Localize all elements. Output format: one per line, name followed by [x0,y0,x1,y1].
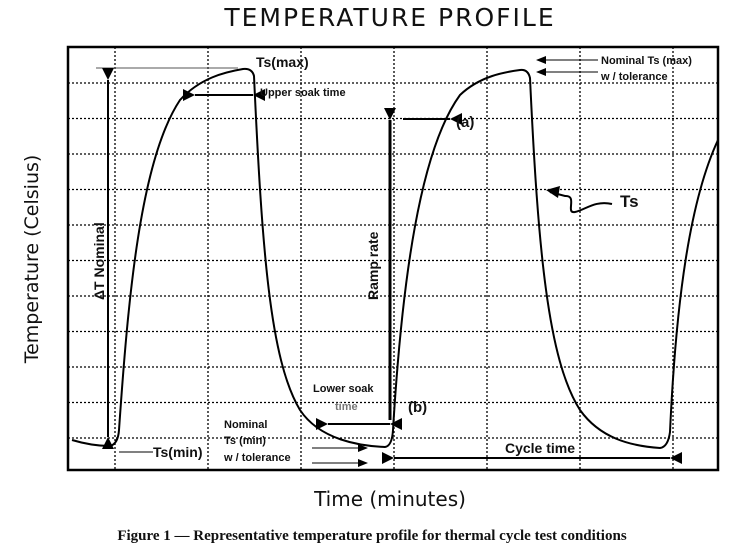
delta-t-label: ΔT Nominal [91,222,107,300]
ramp-rate-label: Ramp rate [365,231,381,300]
plot-frame [66,45,720,472]
temperature-curve [71,67,719,450]
ts-pointer-arrowhead [546,186,560,198]
x-axis-label: Time (minutes) [313,487,466,511]
grid-lines [68,47,718,470]
nominal-max-label-2: w / tolerance [600,71,668,83]
y-axis-label: Temperature (Celsius) [21,155,43,365]
lower-soak-label-1: Lower soak [313,383,374,395]
ts-max-label: Ts(max) [256,54,309,70]
nominal-max-label-1: Nominal Ts (max) [601,55,692,67]
cycle-time-label: Cycle time [505,440,575,456]
nominal-min-label-3: w / tolerance [223,452,291,464]
diagram-title: TEMPERATURE PROFILE [223,3,555,32]
ts-label: Ts [620,192,639,211]
point-b-label: (b) [408,399,427,416]
lower-soak-label-2: time [335,401,358,413]
upper-soak-label: Upper soak time [260,87,346,99]
point-a-label: (a) [456,114,474,131]
figure-caption: Figure 1 — Representative temperature pr… [117,528,626,544]
ts-pointer [549,191,613,214]
nominal-min-label-2: Ts (min) [224,435,266,447]
ts-min-label: Ts(min) [153,444,203,460]
nominal-min-label-1: Nominal [224,419,267,431]
